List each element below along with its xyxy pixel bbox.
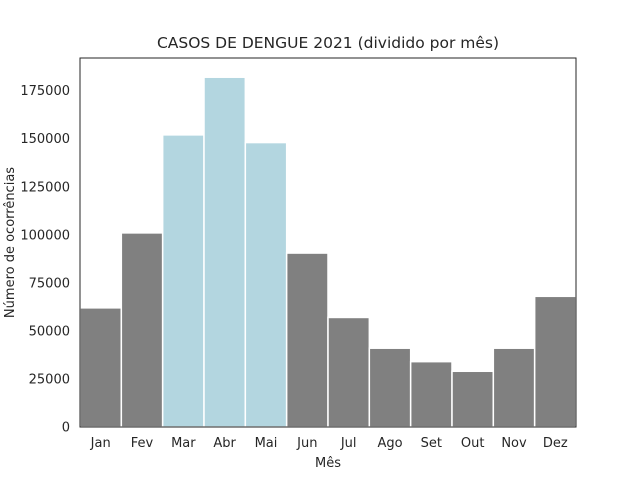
y-tick-label: 100000 bbox=[20, 228, 70, 243]
bar-out bbox=[451, 370, 495, 428]
bar-mai bbox=[244, 141, 288, 428]
y-tick-label: 125000 bbox=[20, 180, 70, 195]
bar-abr bbox=[203, 76, 247, 428]
y-tick-label: 175000 bbox=[20, 84, 70, 99]
bars-layer bbox=[79, 76, 577, 428]
x-tick-label: Fev bbox=[131, 436, 154, 451]
x-tick-label: Mar bbox=[171, 436, 196, 451]
y-axis-title: Número de ocorrências bbox=[3, 167, 18, 318]
x-tick-label: Dez bbox=[543, 436, 568, 451]
y-tick-label: 50000 bbox=[29, 324, 70, 339]
y-tick-label: 75000 bbox=[29, 276, 70, 291]
bar-fev bbox=[120, 232, 164, 428]
x-tick-label: Set bbox=[421, 436, 442, 451]
x-tick-label: Mai bbox=[255, 436, 278, 451]
axes-frame bbox=[79, 57, 577, 428]
bar-dez bbox=[533, 295, 577, 428]
y-tick-labels: 0 25000 50000 75000 100000 125000 150000 175000 bbox=[20, 84, 70, 435]
bar-jan bbox=[79, 307, 123, 428]
bar-nov bbox=[492, 347, 536, 428]
bar-mar bbox=[161, 134, 205, 428]
x-tick-label: Abr bbox=[213, 436, 236, 451]
y-tick-label: 0 bbox=[62, 421, 70, 436]
bar-jun bbox=[285, 252, 329, 428]
x-tick-label: Jul bbox=[340, 436, 357, 451]
x-tick-label: Jun bbox=[296, 436, 317, 451]
x-tick-label: Out bbox=[461, 436, 485, 451]
x-tick-label: Jan bbox=[90, 436, 111, 451]
x-tick-labels: Jan Fev Mar Abr Mai Jun Jul Ago Set Out Nov Dez bbox=[90, 436, 568, 451]
x-axis-title: Mês bbox=[315, 456, 341, 471]
x-tick-label: Nov bbox=[501, 436, 527, 451]
y-tick-label: 150000 bbox=[20, 132, 70, 147]
bar-jul bbox=[327, 316, 371, 428]
y-tick-label: 25000 bbox=[29, 372, 70, 387]
bar-ago bbox=[368, 347, 412, 428]
chart-title: CASOS DE DENGUE 2021 (dividido por mês) bbox=[157, 34, 499, 52]
bar-set bbox=[409, 360, 453, 428]
x-tick-label: Ago bbox=[377, 436, 402, 451]
